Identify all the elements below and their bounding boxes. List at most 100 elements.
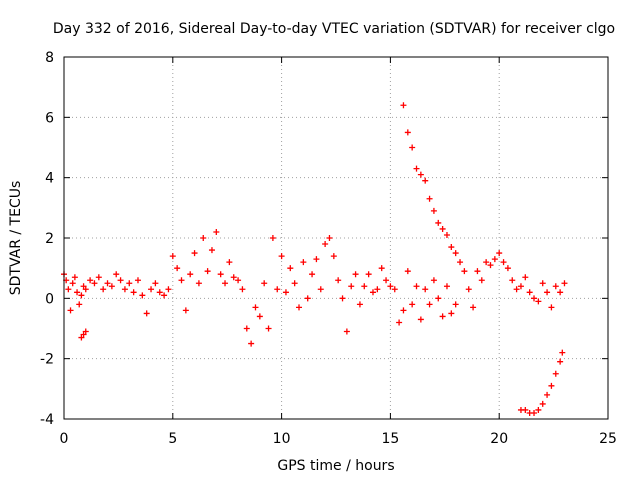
data-point: [313, 256, 320, 263]
data-point: [265, 325, 272, 332]
data-point: [339, 295, 346, 302]
data-point: [430, 277, 437, 284]
x-tick-label: 0: [60, 431, 69, 447]
data-point: [348, 283, 355, 290]
data-point: [87, 277, 94, 284]
data-point: [517, 283, 524, 290]
data-point: [383, 277, 390, 284]
data-point: [165, 286, 172, 293]
data-point: [282, 289, 289, 296]
x-tick-label: 20: [490, 431, 508, 447]
data-point: [526, 289, 533, 296]
data-point: [195, 280, 202, 287]
data-point: [539, 400, 546, 407]
data-point: [309, 271, 316, 278]
data-point: [291, 280, 298, 287]
plot-frame: [63, 56, 609, 420]
data-point: [470, 304, 477, 311]
data-point: [448, 310, 455, 317]
data-point: [461, 268, 468, 275]
data-point: [82, 286, 89, 293]
data-point: [78, 334, 85, 341]
data-point: [76, 301, 83, 308]
y-tick-label: 0: [45, 291, 54, 307]
data-point: [65, 286, 72, 293]
x-tick-label: 15: [381, 431, 399, 447]
data-point: [235, 277, 242, 284]
data-point: [430, 207, 437, 214]
data-point: [478, 277, 485, 284]
data-point: [256, 313, 263, 320]
data-point: [443, 231, 450, 238]
data-point: [548, 304, 555, 311]
data-point: [117, 277, 124, 284]
data-point: [400, 307, 407, 314]
data-point: [522, 406, 529, 413]
data-point: [296, 304, 303, 311]
data-point: [387, 283, 394, 290]
data-point: [531, 409, 538, 416]
y-tick-label: 4: [45, 171, 54, 187]
data-point: [187, 271, 194, 278]
data-point: [80, 283, 87, 290]
data-point: [513, 286, 520, 293]
data-point: [435, 295, 442, 302]
y-tick-label: -4: [40, 412, 54, 428]
data-point: [504, 265, 511, 272]
data-point: [396, 319, 403, 326]
data-point: [300, 259, 307, 266]
data-point: [213, 228, 220, 235]
data-point: [452, 250, 459, 257]
data-point: [452, 301, 459, 308]
data-point: [182, 307, 189, 314]
data-point: [226, 259, 233, 266]
data-point: [317, 286, 324, 293]
x-tick-label: 25: [599, 431, 617, 447]
data-point: [474, 268, 481, 275]
x-tick-label: 10: [273, 431, 291, 447]
y-tick-label: 6: [45, 110, 54, 126]
y-tick-label: -2: [40, 352, 54, 368]
data-point: [439, 313, 446, 320]
y-tick-label: 2: [45, 231, 54, 247]
series-group: [61, 228, 568, 347]
data-point: [509, 277, 516, 284]
data-point: [326, 235, 333, 241]
data-point: [269, 235, 276, 241]
series-group: [78, 328, 89, 341]
data-point: [217, 271, 224, 278]
data-point: [531, 295, 538, 302]
data-point: [443, 283, 450, 290]
data-point: [278, 253, 285, 260]
data-point: [435, 219, 442, 226]
data-point: [335, 277, 342, 284]
data-point: [71, 274, 78, 281]
data-point: [391, 286, 398, 293]
y-tick-label: 8: [45, 50, 54, 66]
data-point: [535, 298, 542, 305]
data-point: [108, 283, 115, 290]
data-point: [274, 286, 281, 293]
data-point: [78, 292, 85, 299]
data-point: [500, 259, 507, 266]
data-point: [404, 268, 411, 275]
data-point: [378, 265, 385, 272]
grid-lines: [64, 57, 608, 419]
data-point: [139, 292, 146, 299]
data-point: [439, 225, 446, 232]
data-point: [69, 280, 76, 287]
data-point: [304, 295, 311, 302]
data-point: [422, 286, 429, 293]
data-point: [191, 250, 198, 257]
data-point: [417, 316, 424, 323]
data-point: [404, 129, 411, 136]
data-point: [417, 171, 424, 178]
data-point: [552, 283, 559, 290]
data-point: [95, 274, 102, 281]
data-point: [552, 370, 559, 377]
data-point: [465, 286, 472, 293]
data-point: [208, 247, 215, 254]
data-point: [239, 286, 246, 293]
x-axis-label: GPS time / hours: [277, 458, 394, 474]
